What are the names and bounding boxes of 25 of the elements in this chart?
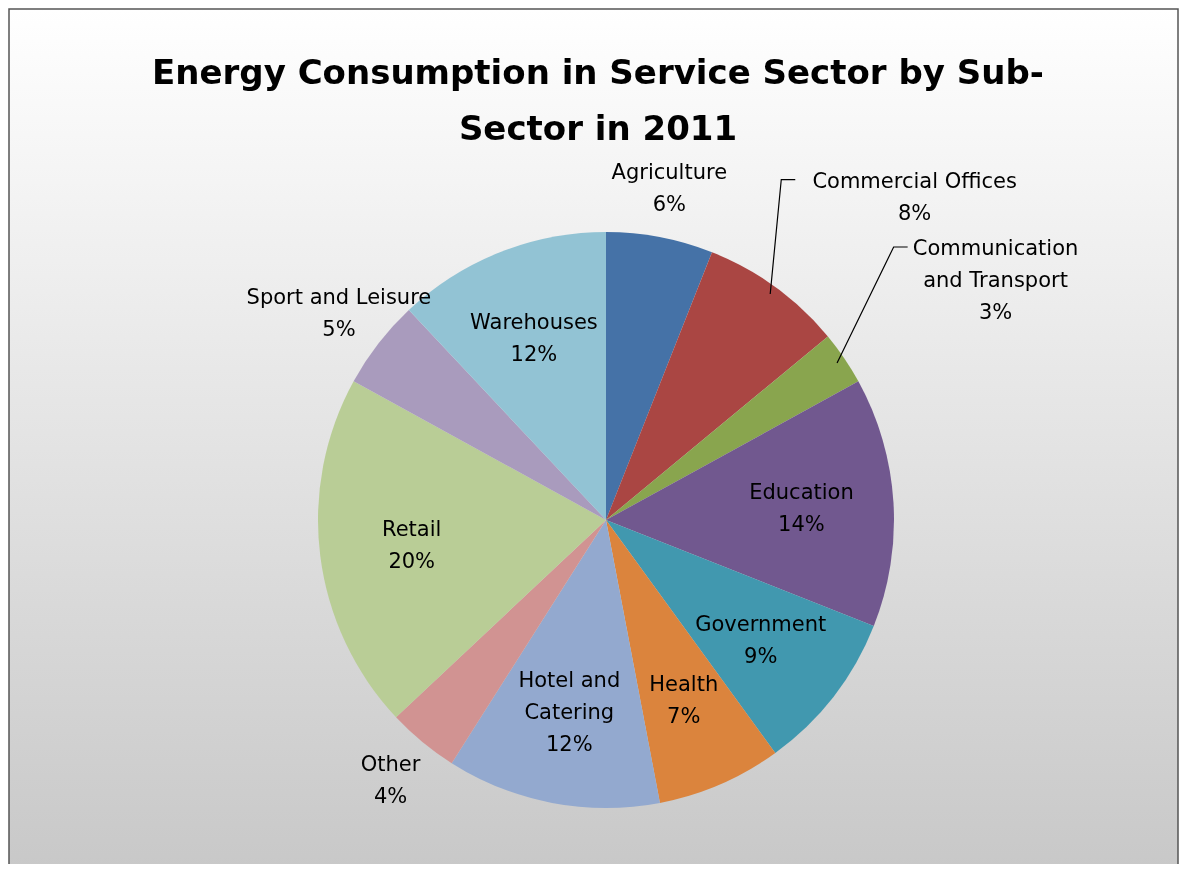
data-label: 8% — [898, 200, 932, 225]
data-label: 20% — [388, 548, 436, 573]
slice-label: Warehouses — [470, 309, 598, 334]
slice-label: Government — [695, 612, 827, 637]
slice-label: Hotel and Catering — [518, 668, 621, 725]
slice-label: Agriculture — [611, 159, 728, 184]
data-label: 12% — [510, 341, 558, 366]
slice-label: Retail — [382, 516, 442, 541]
data-label: 4% — [373, 784, 408, 809]
data-label: 6% — [652, 191, 686, 216]
slice-label: Communication and Transport — [912, 236, 1079, 293]
pie-slice — [606, 232, 713, 520]
chart-title: Energy Consumption in Service Sector by Sub-Sector in 2011 — [152, 52, 1044, 148]
slice-label: Other — [360, 752, 421, 777]
slice-label: Education — [749, 479, 854, 504]
data-label: 12% — [545, 732, 593, 757]
data-label: 5% — [322, 316, 356, 341]
data-label: 3% — [978, 300, 1013, 325]
data-label: 7% — [667, 703, 701, 728]
data-label: 9% — [744, 644, 778, 669]
pie-slice — [353, 310, 606, 520]
slice-label: Commercial Offices — [812, 168, 1017, 193]
data-label: 14% — [778, 511, 825, 536]
slice-label: Sport and Leisure — [246, 284, 432, 309]
slice-label: Health — [649, 671, 719, 696]
